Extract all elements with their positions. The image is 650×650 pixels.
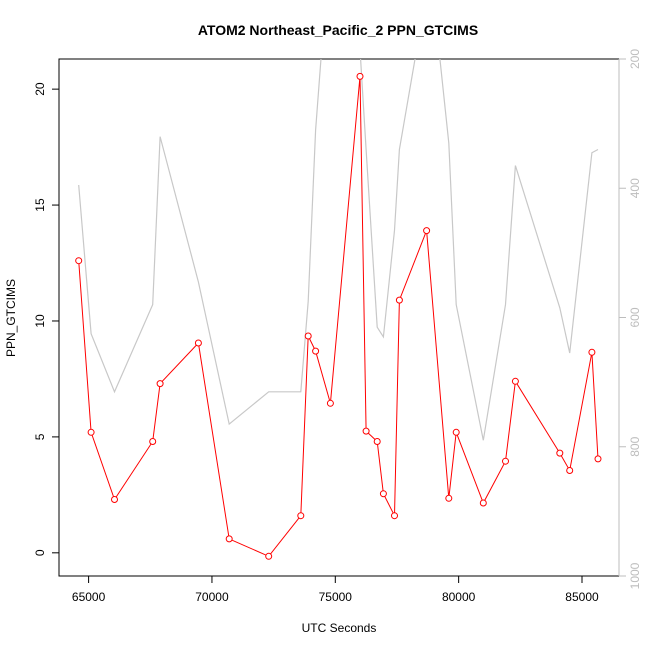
ppn-data-point (479, 499, 487, 507)
pressure-series-line (78, 59, 599, 441)
x-tick-label: 70000 (195, 590, 229, 604)
ppn-data-point (156, 380, 164, 388)
ppn-data-point (379, 490, 387, 498)
y-tick-label: 20 (33, 82, 47, 96)
x-tick-label: 75000 (319, 590, 353, 604)
right-tick-label: 600 (628, 307, 642, 327)
ppn-data-point (149, 438, 157, 445)
ppn-data-point (391, 512, 398, 520)
ppn-data-point (588, 348, 596, 356)
right-axis: 200 400 600 800 1000 (618, 49, 642, 589)
ppn-data-point (556, 449, 564, 457)
right-tick-label: 200 (628, 49, 642, 69)
ppn-data-point (304, 332, 312, 340)
ppn-data-point (373, 438, 381, 445)
chart-title: ATOM2 Northeast_Pacific_2 PPN_GTCIMS (198, 22, 478, 38)
y-tick-label: 0 (33, 549, 47, 556)
right-tick-label: 1000 (628, 562, 642, 589)
ppn-data-point (511, 377, 519, 385)
x-axis-label: UTC Seconds (302, 621, 377, 635)
x-tick-label: 65000 (72, 590, 106, 604)
ppn-data-point (194, 339, 202, 347)
series-layer (75, 59, 602, 560)
plot-frame (58, 58, 620, 577)
y-tick-label: 10 (33, 314, 47, 328)
x-tick-label: 85000 (565, 590, 599, 604)
ppn-data-point (445, 494, 453, 502)
ppn-data-point (111, 496, 118, 503)
y-tick-label: 15 (33, 198, 47, 212)
ppn-data-point (395, 296, 403, 304)
ppn-data-point (312, 347, 320, 355)
right-tick-label: 800 (628, 436, 642, 456)
x-tick-label: 80000 (442, 590, 476, 604)
ppn-data-point (265, 552, 273, 560)
ppn-data-point (594, 455, 602, 463)
y-axis-label: PPN_GTCIMS (4, 279, 18, 357)
ppn-data-point (452, 428, 460, 436)
ppn-series-line (78, 76, 599, 557)
x-axis: 65000 70000 75000 80000 85000 (72, 575, 599, 604)
ppn-data-point (362, 427, 370, 435)
ppn-data-point (225, 535, 233, 543)
ppn-data-point (502, 457, 509, 465)
ppn-data-point (566, 467, 574, 474)
ppn-data-point (75, 257, 83, 265)
ppn-data-point (326, 399, 334, 407)
right-tick-label: 400 (628, 178, 642, 198)
y-axis: 0 5 10 15 20 (33, 82, 59, 556)
ppn-data-point (297, 512, 305, 520)
y-tick-label: 5 (33, 433, 47, 440)
ppn-data-point (356, 72, 364, 80)
ppn-data-point (87, 428, 95, 436)
ppn-data-point (423, 227, 431, 235)
